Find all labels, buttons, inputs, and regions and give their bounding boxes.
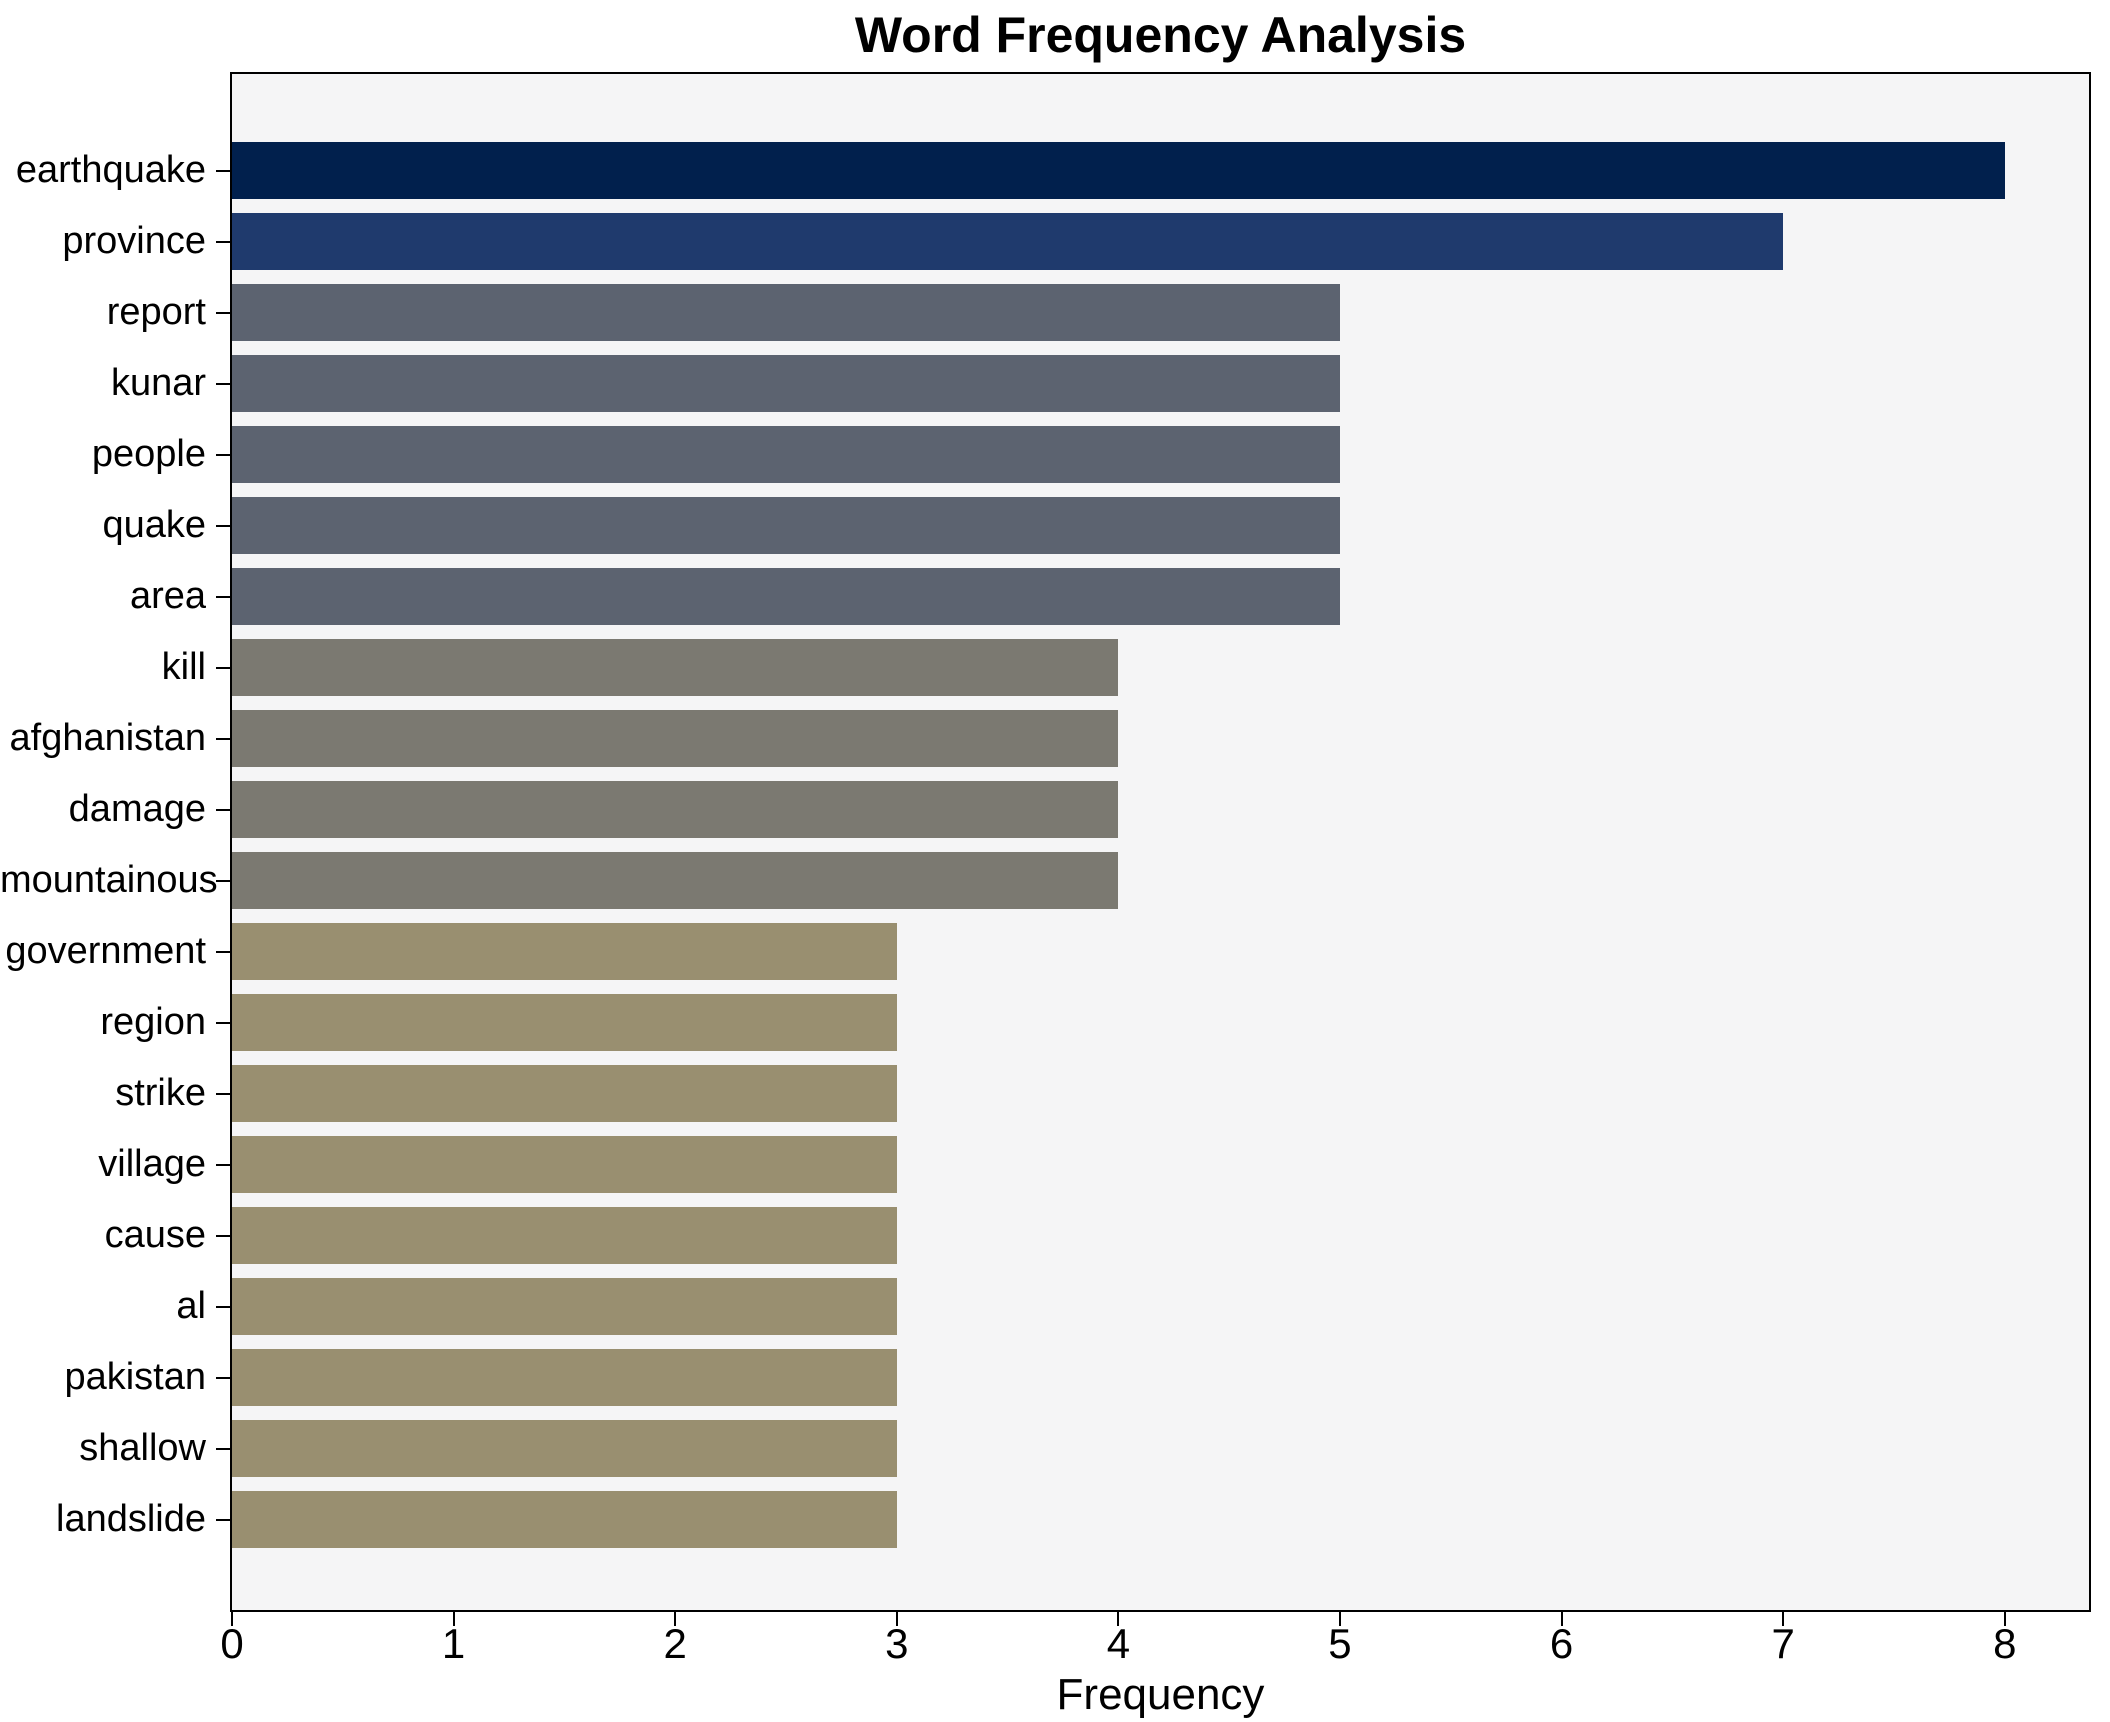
bar-area — [232, 568, 1340, 625]
y-tick-mark — [216, 1518, 230, 1521]
y-tick-label-landslide: landslide — [56, 1498, 206, 1540]
x-tick-label-1: 1 — [441, 1620, 466, 1667]
x-tick-mark — [1117, 1612, 1120, 1626]
y-tick-mark — [216, 879, 230, 882]
x-tick-label-5: 5 — [1328, 1620, 1352, 1667]
bar-region — [232, 994, 897, 1051]
bar-province — [232, 213, 1783, 270]
y-tick-mark — [216, 1376, 230, 1379]
y-tick-mark — [216, 1447, 230, 1450]
bar-kill — [232, 639, 1118, 696]
x-tick-label-6: 6 — [1549, 1620, 1574, 1667]
y-tick-mark — [216, 1021, 230, 1024]
x-tick-label-2: 2 — [663, 1620, 687, 1667]
y-tick-label-area: area — [129, 575, 206, 617]
bar-kunar — [232, 355, 1340, 412]
y-tick-mark — [216, 950, 230, 953]
x-tick-label-3: 3 — [885, 1620, 909, 1667]
bar-people — [232, 426, 1340, 483]
y-tick-mark — [216, 1163, 230, 1166]
y-tick-label-shallow: shallow — [79, 1427, 206, 1469]
y-tick-label-people: people — [91, 433, 206, 475]
y-tick-mark — [216, 453, 230, 456]
x-tick-mark — [2003, 1612, 2006, 1626]
x-tick-label-4: 4 — [1106, 1620, 1131, 1667]
x-tick-label-0: 0 — [220, 1620, 244, 1667]
bar-al — [232, 1278, 897, 1335]
y-tick-label-afghanistan: afghanistan — [9, 717, 207, 759]
y-tick-mark — [216, 524, 230, 527]
y-tick-label-kunar: kunar — [110, 362, 206, 404]
x-tick-label-7: 7 — [1771, 1620, 1795, 1667]
y-tick-mark — [216, 1092, 230, 1095]
y-tick-mark — [216, 1305, 230, 1308]
x-tick-mark — [895, 1612, 898, 1626]
bar-shallow — [232, 1420, 897, 1477]
y-tick-label-province: province — [62, 220, 206, 262]
y-tick-label-government: government — [5, 930, 206, 972]
x-axis-title: Frequency — [1056, 1670, 1265, 1719]
x-tick-mark — [674, 1612, 677, 1626]
bar-report — [232, 284, 1340, 341]
bar-strike — [232, 1065, 897, 1122]
y-tick-mark — [216, 666, 230, 669]
x-tick-mark — [231, 1612, 233, 1626]
bar-landslide — [232, 1491, 897, 1548]
bar-damage — [232, 781, 1118, 838]
y-tick-label-strike: strike — [115, 1072, 206, 1114]
y-tick-mark — [216, 382, 230, 385]
y-tick-label-mountainous: mountainous — [0, 859, 218, 901]
y-tick-label-village: village — [98, 1143, 206, 1185]
y-tick-mark — [216, 808, 230, 811]
y-tick-label-kill: kill — [161, 646, 206, 688]
y-tick-mark — [216, 240, 230, 243]
y-tick-mark — [216, 169, 230, 172]
bar-village — [232, 1136, 897, 1193]
bar-government — [232, 923, 897, 980]
y-tick-mark — [216, 1234, 230, 1237]
bar-cause — [232, 1207, 897, 1264]
y-tick-label-damage: damage — [68, 788, 206, 830]
y-tick-label-region: region — [100, 1001, 206, 1043]
x-tick-mark — [1338, 1612, 1341, 1626]
bar-pakistan — [232, 1349, 897, 1406]
bar-afghanistan — [232, 710, 1118, 767]
bar-earthquake — [232, 142, 2005, 199]
y-tick-label-al: al — [176, 1285, 206, 1327]
x-tick-label-8: 8 — [1993, 1620, 2017, 1667]
chart-title: Word Frequency Analysis — [854, 7, 1467, 63]
y-tick-mark — [216, 737, 230, 740]
y-tick-label-report: report — [106, 291, 206, 333]
y-tick-label-pakistan: pakistan — [64, 1356, 206, 1398]
y-tick-label-earthquake: earthquake — [15, 149, 206, 191]
bar-quake — [232, 497, 1340, 554]
x-tick-mark — [1782, 1612, 1785, 1626]
y-tick-mark — [216, 311, 230, 314]
y-tick-label-cause: cause — [104, 1214, 206, 1256]
y-tick-label-quake: quake — [102, 504, 206, 546]
x-tick-mark — [452, 1612, 455, 1626]
y-tick-mark — [216, 595, 230, 598]
x-tick-mark — [1560, 1612, 1563, 1626]
plot-area — [230, 72, 2091, 1612]
bar-mountainous — [232, 852, 1118, 909]
